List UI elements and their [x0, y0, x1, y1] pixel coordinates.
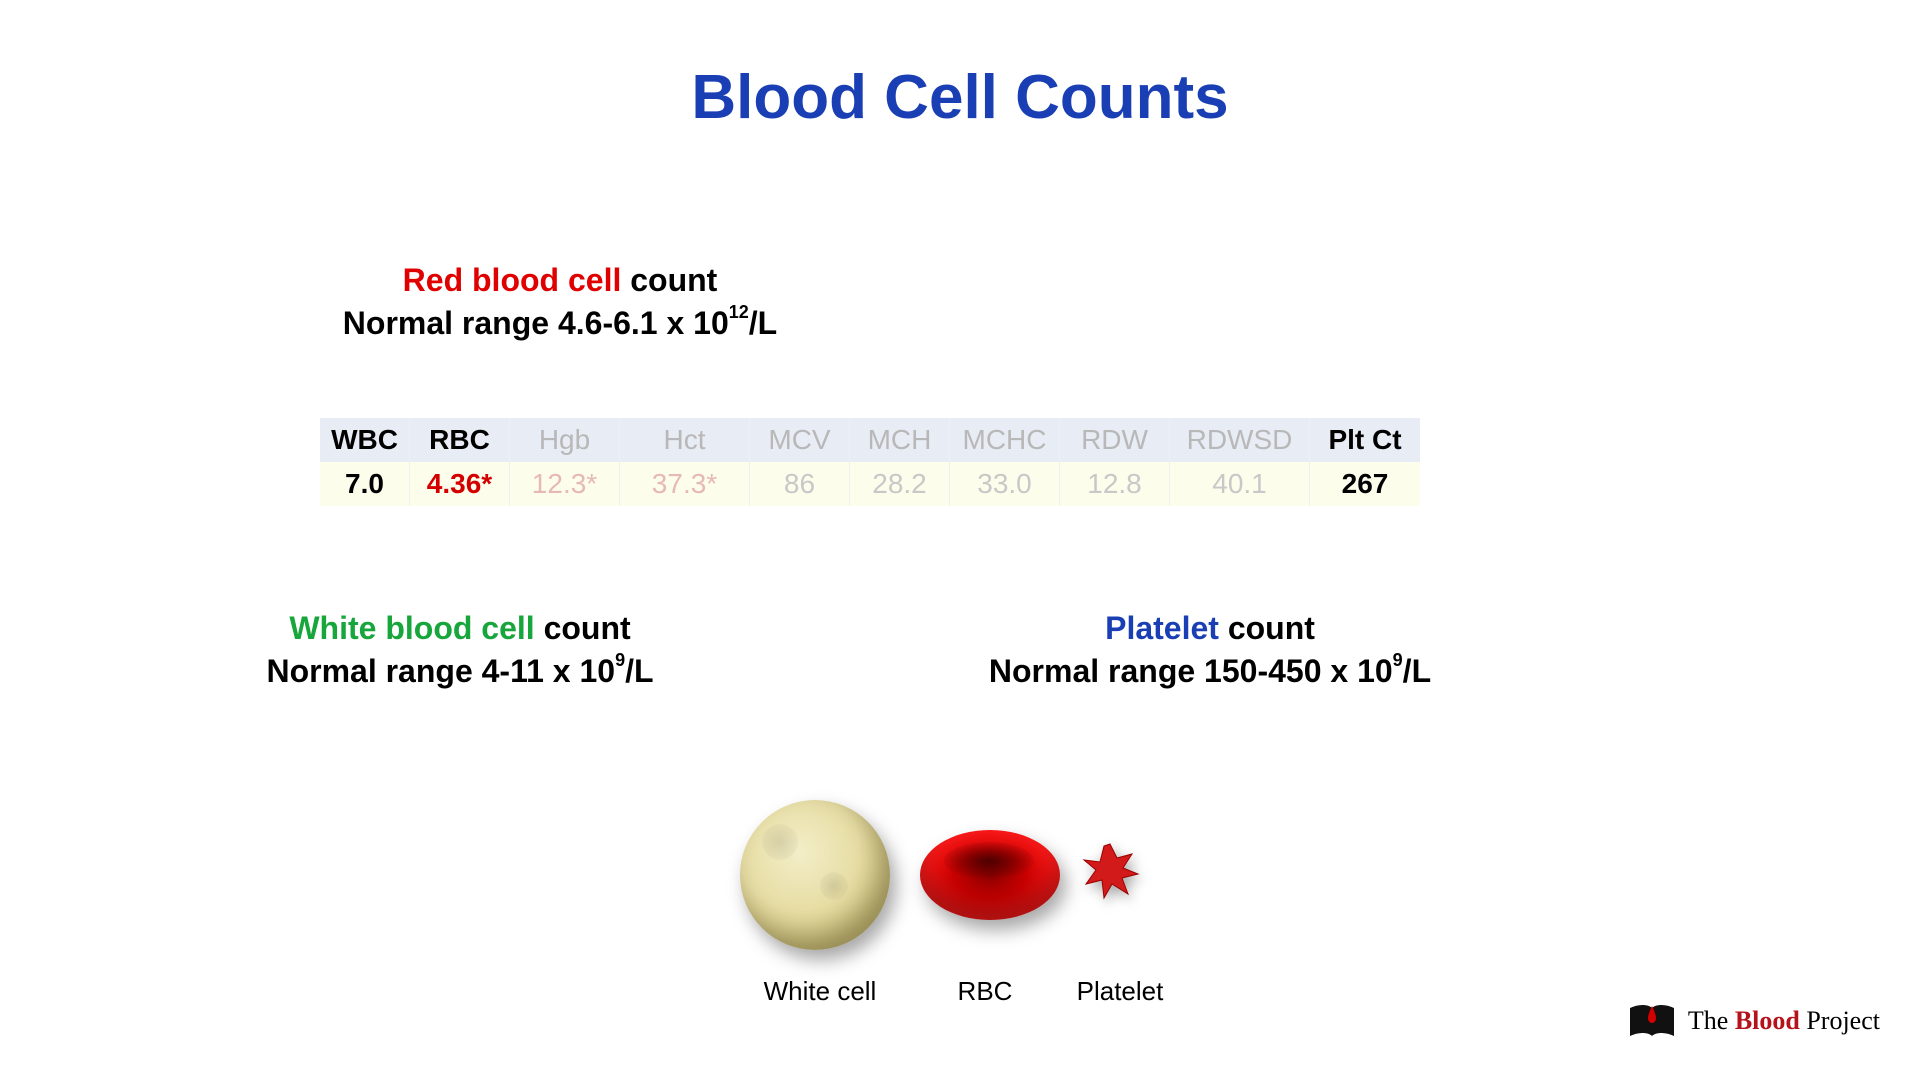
platelet-label: Platelet [1050, 976, 1190, 1007]
rbc-range-exp: 12 [729, 302, 749, 322]
rbc-heading: Red blood cell count [210, 262, 910, 299]
lab-v-mchc: 33.0 [950, 462, 1060, 506]
wbc-range-prefix: Normal range 4-11 x 10 [266, 653, 615, 689]
lab-v-mcv: 86 [750, 462, 850, 506]
rbc-section: Red blood cell count Normal range 4.6-6.… [210, 262, 910, 342]
branding-prefix: The [1688, 1006, 1735, 1035]
rbc-label-rest: count [621, 262, 717, 298]
lab-h-wbc: WBC [320, 418, 410, 462]
white-cell-label: White cell [720, 976, 920, 1007]
plt-label-rest: count [1219, 610, 1315, 646]
lab-v-hgb: 12.3* [510, 462, 620, 506]
lab-h-plt: Plt Ct [1310, 418, 1420, 462]
rbc-range-suffix: /L [749, 305, 777, 341]
branding-text: The Blood Project [1688, 1006, 1880, 1036]
lab-h-mcv: MCV [750, 418, 850, 462]
plt-label-colored: Platelet [1105, 610, 1219, 646]
red-cell-icon [920, 830, 1060, 930]
rbc-label: RBC [920, 976, 1050, 1007]
plt-range-suffix: /L [1403, 653, 1431, 689]
lab-h-rbc: RBC [410, 418, 510, 462]
wbc-label-colored: White blood cell [289, 610, 534, 646]
lab-h-rdw: RDW [1060, 418, 1170, 462]
plt-range-exp: 9 [1393, 650, 1403, 670]
wbc-section: White blood cell count Normal range 4-11… [180, 610, 740, 690]
rbc-range-prefix: Normal range 4.6-6.1 x 10 [343, 305, 729, 341]
lab-v-plt: 267 [1310, 462, 1420, 506]
book-icon [1628, 1002, 1676, 1040]
wbc-range-exp: 9 [615, 650, 625, 670]
plt-section: Platelet count Normal range 150-450 x 10… [890, 610, 1530, 690]
lab-v-wbc: 7.0 [320, 462, 410, 506]
lab-table: WBC RBC Hgb Hct MCV MCH MCHC RDW RDWSD P… [320, 418, 1420, 506]
cell-labels: White cell RBC Platelet [720, 976, 1220, 1007]
branding-highlight: Blood [1735, 1006, 1800, 1035]
wbc-label-rest: count [535, 610, 631, 646]
rbc-label-colored: Red blood cell [403, 262, 622, 298]
lab-header-row: WBC RBC Hgb Hct MCV MCH MCHC RDW RDWSD P… [320, 418, 1420, 462]
lab-v-rdwsd: 40.1 [1170, 462, 1310, 506]
rbc-range: Normal range 4.6-6.1 x 1012/L [343, 305, 777, 342]
platelet-icon [1080, 840, 1140, 900]
lab-v-rdw: 12.8 [1060, 462, 1170, 506]
plt-range-prefix: Normal range 150-450 x 10 [989, 653, 1393, 689]
lab-h-mch: MCH [850, 418, 950, 462]
lab-v-rbc: 4.36* [410, 462, 510, 506]
lab-h-hct: Hct [620, 418, 750, 462]
page-title: Blood Cell Counts [0, 62, 1920, 133]
white-cell-icon [740, 800, 890, 950]
wbc-range-suffix: /L [625, 653, 653, 689]
wbc-heading: White blood cell count [180, 610, 740, 647]
lab-v-hct: 37.3* [620, 462, 750, 506]
wbc-range: Normal range 4-11 x 109/L [180, 653, 740, 690]
cell-illustrations: White cell RBC Platelet [720, 800, 1220, 990]
lab-v-mch: 28.2 [850, 462, 950, 506]
lab-h-mchc: MCHC [950, 418, 1060, 462]
plt-range: Normal range 150-450 x 109/L [890, 653, 1530, 690]
lab-h-rdwsd: RDWSD [1170, 418, 1310, 462]
plt-heading: Platelet count [890, 610, 1530, 647]
lab-h-hgb: Hgb [510, 418, 620, 462]
branding: The Blood Project [1628, 1002, 1880, 1040]
lab-value-row: 7.0 4.36* 12.3* 37.3* 86 28.2 33.0 12.8 … [320, 462, 1420, 506]
branding-suffix: Project [1800, 1006, 1880, 1035]
page: Blood Cell Counts Red blood cell count N… [0, 0, 1920, 1080]
